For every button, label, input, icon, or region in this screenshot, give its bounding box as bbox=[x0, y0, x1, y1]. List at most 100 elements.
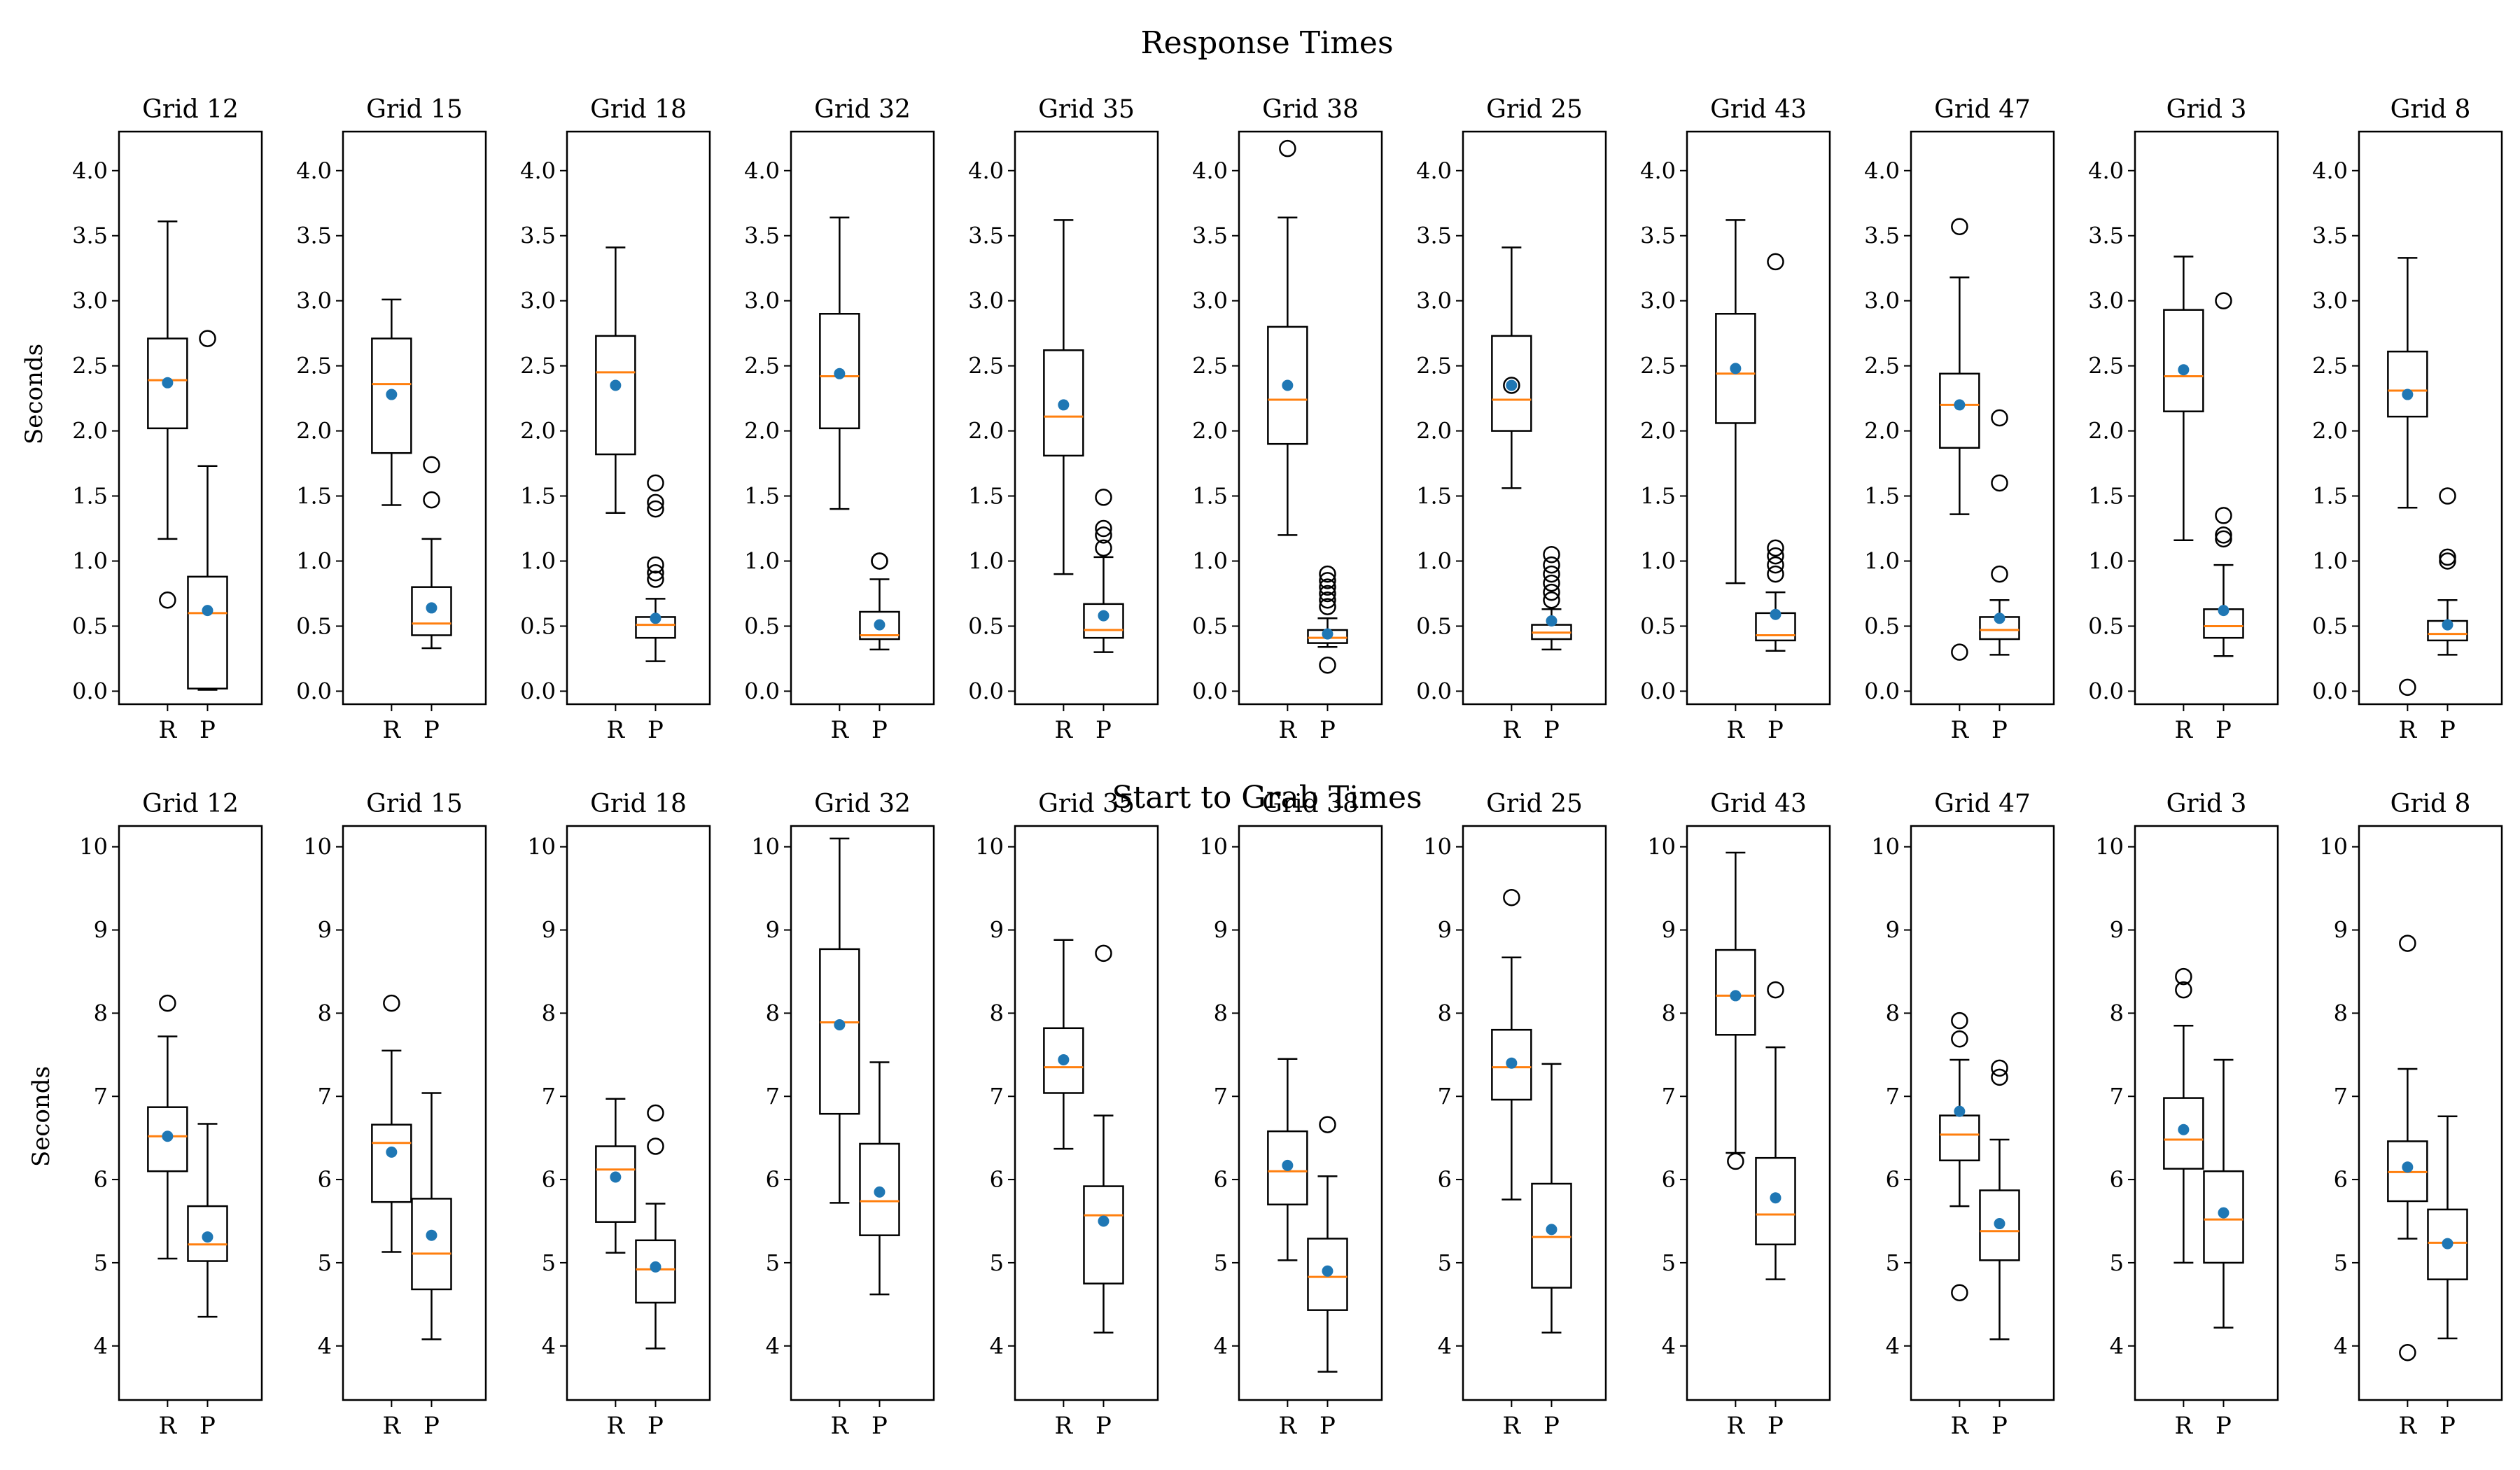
outlier-marker-R bbox=[383, 994, 400, 1012]
y-tick-label: 3.0 bbox=[1864, 288, 1900, 314]
x-tick-label: R bbox=[1503, 1412, 1522, 1440]
panel-grid-32-row1: Grid 32 0.0 0.5 1.0 1.5 2.0 2.5 3.0 3.5 4.0 R P bbox=[744, 95, 935, 744]
mean-marker-P bbox=[2442, 619, 2454, 631]
outlier-marker-R bbox=[1503, 377, 1520, 394]
outlier-marker-P bbox=[1319, 1116, 1336, 1133]
outlier-marker-P bbox=[2215, 507, 2232, 524]
panel-grid-25-row1: Grid 25 0.0 0.5 1.0 1.5 2.0 2.5 3.0 3.5 4.0 R P bbox=[1416, 95, 1607, 744]
y-tick-label: 3.5 bbox=[968, 223, 1004, 249]
outlier-marker-P bbox=[1095, 489, 1112, 506]
x-tick-label: R bbox=[607, 1412, 626, 1440]
y-tick-label: 8 bbox=[1438, 1000, 1452, 1026]
y-tick-label: 3.0 bbox=[968, 288, 1004, 314]
x-tick-label: P bbox=[2440, 1412, 2456, 1440]
axes-frame bbox=[1462, 130, 1607, 706]
y-tick-label: 10 bbox=[975, 834, 1004, 860]
outlier-marker-P bbox=[1991, 474, 2008, 492]
axes-frame bbox=[1686, 825, 1831, 1401]
panel-title: Grid 18 bbox=[590, 95, 687, 124]
y-tick-label: 4.0 bbox=[520, 158, 556, 184]
outlier-marker-P bbox=[1991, 1059, 2008, 1077]
y-tick-label: 7 bbox=[1886, 1083, 1900, 1110]
outlier-marker-R bbox=[1503, 888, 1520, 906]
y-tick-label: 1.0 bbox=[1864, 548, 1900, 575]
y-tick-label: 4 bbox=[1886, 1333, 1900, 1359]
y-tick-label: 3.5 bbox=[1416, 223, 1452, 249]
x-tick-label: R bbox=[1055, 716, 1074, 744]
x-tick-label: P bbox=[1544, 1412, 1560, 1440]
box-P bbox=[1979, 1189, 2020, 1261]
y-tick-label: 9 bbox=[1214, 917, 1228, 944]
x-tick-label: P bbox=[2216, 1412, 2232, 1440]
x-tick-label: R bbox=[607, 716, 626, 744]
y-tick-label: 4 bbox=[2110, 1333, 2124, 1359]
y-tick-label: 6 bbox=[94, 1166, 108, 1193]
x-tick-label: P bbox=[648, 1412, 664, 1440]
panel-title: Grid 8 bbox=[2390, 790, 2471, 818]
y-tick-label: 2.5 bbox=[1864, 353, 1900, 379]
outlier-marker-P bbox=[1095, 526, 1112, 544]
y-tick-label: 5 bbox=[1886, 1250, 1900, 1276]
y-tick-label: 1.5 bbox=[968, 483, 1004, 510]
y-tick-label: 7 bbox=[990, 1083, 1004, 1110]
y-tick-label: 7 bbox=[2334, 1083, 2348, 1110]
y-tick-label: 7 bbox=[2110, 1083, 2124, 1110]
box-R bbox=[1715, 313, 1756, 424]
y-tick-label: 4.0 bbox=[968, 158, 1004, 184]
y-tick-label: 10 bbox=[1871, 834, 1900, 860]
y-tick-label: 4 bbox=[2334, 1333, 2348, 1359]
y-tick-label: 0.5 bbox=[1416, 612, 1452, 639]
outlier-marker-R bbox=[2175, 981, 2192, 999]
outlier-marker-R bbox=[2175, 967, 2192, 986]
y-tick-label: 8 bbox=[990, 1000, 1004, 1026]
outlier-marker-P bbox=[871, 552, 888, 570]
y-tick-label: 4.0 bbox=[1864, 158, 1900, 184]
outlier-marker-P bbox=[2439, 487, 2456, 505]
panel-grid-15-row2: Grid 15 4 5 6 7 8 9 10 R P bbox=[303, 790, 487, 1440]
panel-title: Grid 12 bbox=[142, 790, 239, 818]
x-tick-label: R bbox=[159, 716, 178, 744]
axes-frame bbox=[566, 825, 711, 1401]
outlier-marker-P bbox=[647, 570, 664, 588]
y-tick-label: 2.0 bbox=[2088, 418, 2124, 444]
outlier-marker-P bbox=[1543, 574, 1560, 592]
panel-grid-3-row2: Grid 3 4 5 6 7 8 9 10 R P bbox=[2095, 790, 2279, 1440]
mean-marker-R bbox=[2178, 1124, 2190, 1135]
axes-frame bbox=[2358, 825, 2503, 1401]
x-tick-label: P bbox=[200, 1412, 216, 1440]
mean-marker-P bbox=[202, 605, 214, 617]
outlier-marker-P bbox=[1767, 539, 1784, 557]
outlier-marker-P bbox=[1991, 409, 2008, 427]
axes-frame bbox=[566, 130, 711, 706]
outlier-marker-P bbox=[1767, 981, 1784, 999]
y-tick-label: 6 bbox=[318, 1166, 332, 1193]
mean-marker-P bbox=[2218, 1207, 2230, 1219]
axes-frame bbox=[2134, 130, 2279, 706]
outlier-marker-P bbox=[1319, 565, 1336, 583]
outlier-marker-P bbox=[1319, 578, 1336, 596]
x-tick-label: R bbox=[1951, 1412, 1970, 1440]
y-tick-label: 2.5 bbox=[72, 353, 108, 379]
y-tick-label: 3.0 bbox=[520, 288, 556, 314]
box-P bbox=[187, 1205, 228, 1262]
mean-marker-P bbox=[1770, 1192, 1782, 1204]
outlier-marker-R bbox=[2399, 934, 2416, 952]
y-tick-label: 2.5 bbox=[2312, 353, 2348, 379]
y-tick-label: 3.0 bbox=[1192, 288, 1228, 314]
y-tick-label: 7 bbox=[766, 1083, 780, 1110]
x-tick-label: R bbox=[1279, 716, 1298, 744]
axes-frame bbox=[118, 825, 263, 1401]
y-tick-label: 3.5 bbox=[1864, 223, 1900, 249]
panel-title: Grid 25 bbox=[1486, 790, 1583, 818]
outlier-marker-P bbox=[1767, 547, 1784, 565]
x-tick-label: R bbox=[1055, 1412, 1074, 1440]
outlier-marker-R bbox=[159, 592, 176, 609]
panel-grid-18-row2: Grid 18 4 5 6 7 8 9 10 R P bbox=[527, 790, 711, 1440]
y-tick-label: 7 bbox=[1438, 1083, 1452, 1110]
x-tick-label: P bbox=[1768, 1412, 1784, 1440]
x-tick-label: P bbox=[1544, 716, 1560, 744]
axes-frame bbox=[790, 130, 935, 706]
y-tick-label: 0.0 bbox=[72, 678, 108, 704]
x-tick-label: P bbox=[1096, 716, 1112, 744]
y-tick-label: 5 bbox=[1662, 1250, 1676, 1276]
